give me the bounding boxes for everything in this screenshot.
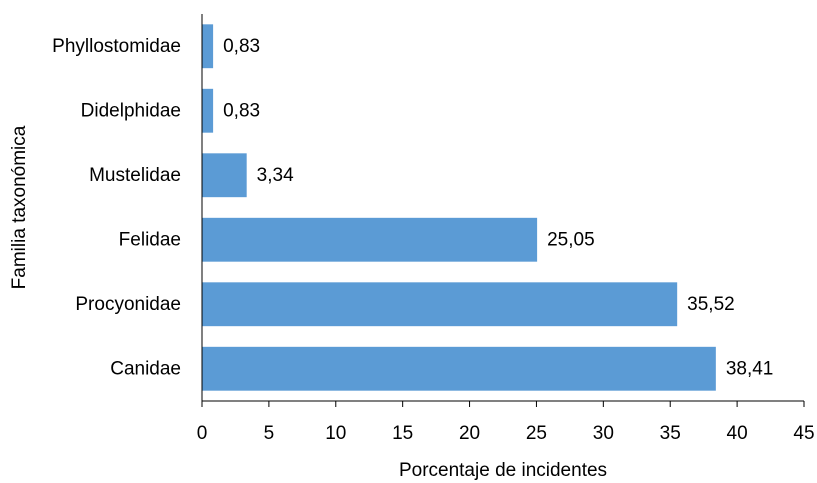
x-tick-label-10: 10 [325, 423, 346, 444]
bar-canidae [202, 346, 716, 391]
category-labels: Phyllostomidae Didelphidae Mustelidae Felid… [52, 36, 181, 380]
bar-mustelidae [202, 153, 247, 198]
category-label-canidae: Canidae [110, 358, 181, 379]
data-label-procyonidae: 35,52 [687, 294, 735, 315]
bars-group [202, 24, 716, 391]
category-label-phyllostomidae: Phyllostomidae [52, 36, 181, 57]
data-label-didelphidae: 0,83 [223, 100, 260, 121]
category-label-mustelidae: Mustelidae [89, 165, 181, 186]
data-labels: 0,83 0,83 3,34 25,05 35,52 38,41 [223, 36, 773, 380]
x-tick-label-40: 40 [727, 423, 748, 444]
data-label-felidae: 25,05 [547, 229, 595, 250]
x-tick-label-0: 0 [197, 423, 208, 444]
category-label-procyonidae: Procyonidae [75, 294, 181, 315]
x-tick-label-45: 45 [793, 423, 814, 444]
category-label-felidae: Felidae [119, 229, 181, 250]
category-label-didelphidae: Didelphidae [81, 100, 181, 121]
data-label-mustelidae: 3,34 [257, 165, 294, 186]
y-axis-title: Familia taxonómica [9, 125, 30, 289]
bar-phyllostomidae [202, 24, 214, 69]
data-label-canidae: 38,41 [726, 358, 774, 379]
bar-didelphidae [202, 88, 214, 133]
bar-procyonidae [202, 282, 678, 327]
x-ticks: 0 5 10 15 20 25 30 35 40 45 [197, 401, 815, 444]
x-tick-label-20: 20 [459, 423, 480, 444]
x-axis-title: Porcentaje de incidentes [399, 460, 607, 481]
x-tick-label-35: 35 [660, 423, 681, 444]
data-label-phyllostomidae: 0,83 [223, 36, 260, 57]
x-tick-label-30: 30 [593, 423, 614, 444]
bar-felidae [202, 217, 538, 262]
x-tick-label-5: 5 [264, 423, 275, 444]
x-tick-label-25: 25 [526, 423, 547, 444]
x-tick-label-15: 15 [392, 423, 413, 444]
